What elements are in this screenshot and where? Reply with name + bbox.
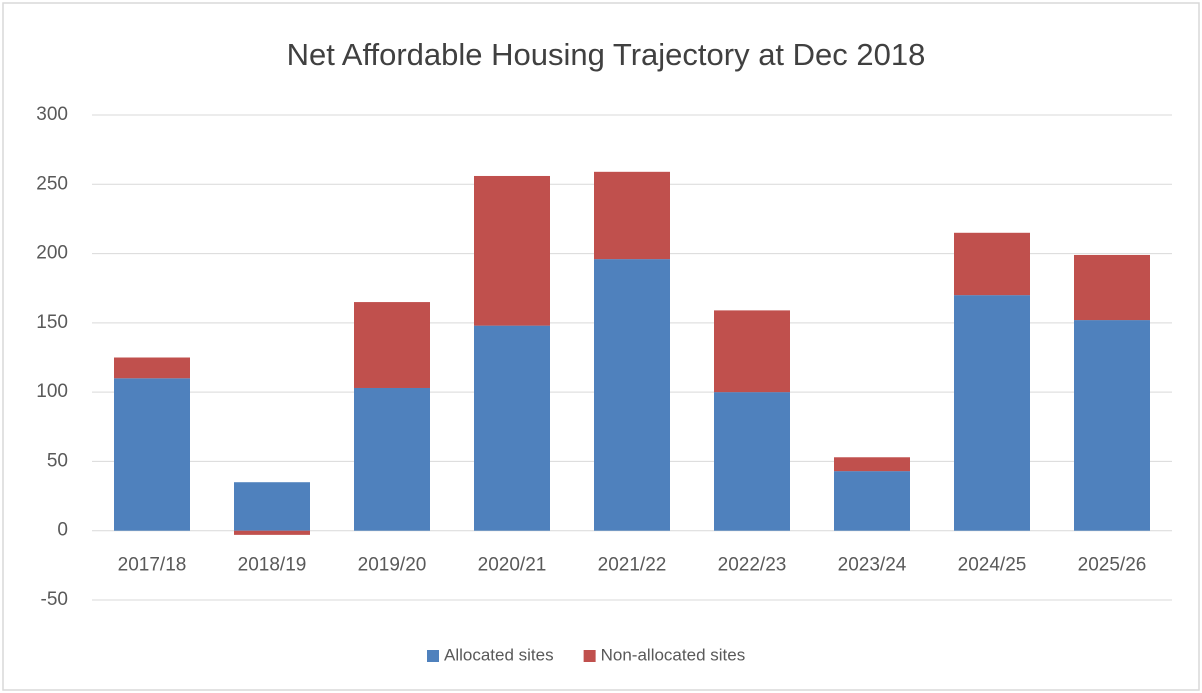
chart-title: Net Affordable Housing Trajectory at Dec… bbox=[287, 37, 926, 72]
bar bbox=[354, 302, 430, 388]
bar bbox=[1074, 320, 1150, 531]
bar bbox=[714, 392, 790, 531]
bar bbox=[954, 232, 1030, 296]
bar bbox=[474, 175, 550, 326]
x-tick-label: 2022/23 bbox=[718, 555, 787, 576]
bar bbox=[114, 357, 190, 379]
x-tick-label: 2025/26 bbox=[1078, 555, 1147, 576]
y-tick-label: 150 bbox=[36, 312, 68, 333]
y-tick-label: 250 bbox=[36, 173, 68, 194]
bar bbox=[354, 387, 430, 531]
x-tick-label: 2017/18 bbox=[118, 555, 187, 576]
bar bbox=[114, 378, 190, 531]
legend-swatch bbox=[427, 650, 439, 662]
bar bbox=[714, 310, 790, 393]
legend-label: Non-allocated sites bbox=[601, 645, 746, 664]
bar bbox=[834, 471, 910, 531]
y-tick-label: 200 bbox=[36, 243, 68, 264]
bar bbox=[594, 259, 670, 531]
x-tick-label: 2021/22 bbox=[598, 555, 667, 576]
x-tick-label: 2018/19 bbox=[238, 555, 307, 576]
y-tick-label: 50 bbox=[47, 450, 68, 471]
bar bbox=[474, 325, 550, 531]
y-tick-label: -50 bbox=[41, 589, 68, 610]
bar bbox=[1074, 254, 1150, 321]
y-tick-label: 300 bbox=[36, 104, 68, 125]
y-tick-label: 100 bbox=[36, 381, 68, 402]
bar bbox=[834, 457, 910, 472]
bar bbox=[234, 530, 310, 535]
bar bbox=[234, 482, 310, 531]
bar bbox=[594, 171, 670, 260]
x-tick-label: 2020/21 bbox=[478, 555, 547, 576]
x-tick-label: 2019/20 bbox=[358, 555, 427, 576]
x-tick-label: 2023/24 bbox=[838, 555, 907, 576]
x-tick-label: 2024/25 bbox=[958, 555, 1027, 576]
legend-label: Allocated sites bbox=[444, 645, 554, 664]
bar bbox=[954, 295, 1030, 531]
legend-swatch bbox=[583, 650, 596, 662]
y-tick-label: 0 bbox=[57, 520, 68, 541]
